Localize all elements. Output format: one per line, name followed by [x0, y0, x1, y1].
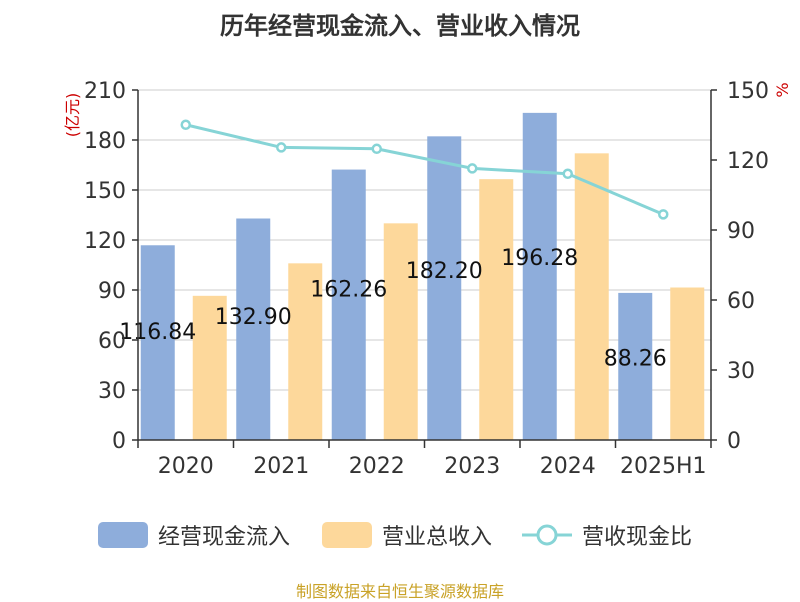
y-tick-label-left: 210	[84, 79, 126, 104]
x-tick-label: 2023	[444, 454, 500, 479]
data-label-cash-inflow: 132.90	[215, 305, 292, 330]
data-label-cash-inflow: 182.20	[406, 259, 483, 284]
legend-swatch-cash-inflow	[98, 522, 148, 548]
bar-cash-inflow	[427, 136, 462, 441]
legend-marker-cash-ratio	[522, 522, 572, 548]
y-tick-label-right: 90	[727, 219, 755, 244]
y-tick-label-right: 120	[727, 149, 769, 174]
y-tick-label-right: 0	[727, 429, 741, 454]
data-label-cash-inflow: 162.26	[310, 278, 387, 303]
y-axis-label-left: (亿元)	[63, 93, 82, 138]
x-tick-label: 2024	[540, 454, 596, 479]
point-cash-ratio	[276, 142, 287, 153]
bar-cash-inflow	[522, 112, 557, 440]
point-cash-ratio	[371, 143, 382, 155]
bar-revenue	[479, 179, 514, 440]
x-tick-label: 2021	[253, 454, 309, 479]
point-cash-ratio	[180, 119, 191, 131]
y-tick-label-left: 150	[84, 179, 126, 204]
bar-cash-inflow	[236, 218, 271, 440]
bar-revenue	[383, 223, 418, 440]
legend-item-cash-ratio[interactable]: 营收现金比	[522, 518, 692, 552]
y-axis-label-right: %	[773, 82, 792, 97]
legend-label-revenue: 营业总收入	[382, 525, 493, 550]
legend-swatch-revenue	[322, 522, 372, 548]
y-tick-label-left: 60	[98, 329, 126, 354]
bar-revenue	[670, 287, 705, 440]
data-label-cash-inflow: 116.84	[119, 320, 196, 345]
y-tick-label-right: 150	[727, 79, 769, 104]
point-cash-ratio	[562, 168, 573, 180]
bar-revenue	[192, 295, 227, 440]
y-tick-label-right: 30	[727, 359, 755, 384]
bar-cash-inflow	[618, 292, 653, 440]
y-tick-label-left: 0	[112, 429, 126, 454]
x-tick-label: 2020	[158, 454, 214, 479]
data-label-cash-inflow: 88.26	[604, 347, 667, 372]
bar-cash-inflow	[140, 245, 175, 440]
bar-revenue	[288, 263, 323, 440]
y-tick-label-left: 180	[84, 129, 126, 154]
legend-label-cash-ratio: 营收现金比	[582, 525, 693, 550]
y-tick-label-right: 60	[727, 289, 755, 314]
legend-item-revenue[interactable]: 营业总收入	[322, 518, 492, 552]
source-note: 制图数据来自恒生聚源数据库	[295, 582, 504, 601]
x-tick-label: 2022	[349, 454, 405, 479]
y-tick-label-left: 90	[98, 279, 126, 304]
point-cash-ratio	[467, 163, 478, 174]
y-tick-label-left: 120	[84, 229, 126, 254]
bar-cash-inflow	[331, 169, 366, 441]
legend-label-cash-inflow: 经营现金流入	[158, 525, 291, 550]
x-tick-label: 2025H1	[620, 454, 707, 479]
y-tick-label-left: 30	[98, 379, 126, 404]
point-cash-ratio	[658, 209, 669, 220]
data-label-cash-inflow: 196.28	[501, 246, 578, 271]
legend-item-cash-inflow[interactable]: 经营现金流入	[98, 518, 290, 552]
chart-title: 历年经营现金流入、营业收入情况	[220, 12, 580, 40]
line-cash-ratio	[185, 123, 664, 216]
chart-legend: 经营现金流入 营业总收入 营收现金比	[0, 518, 800, 552]
bar-revenue	[574, 153, 609, 441]
